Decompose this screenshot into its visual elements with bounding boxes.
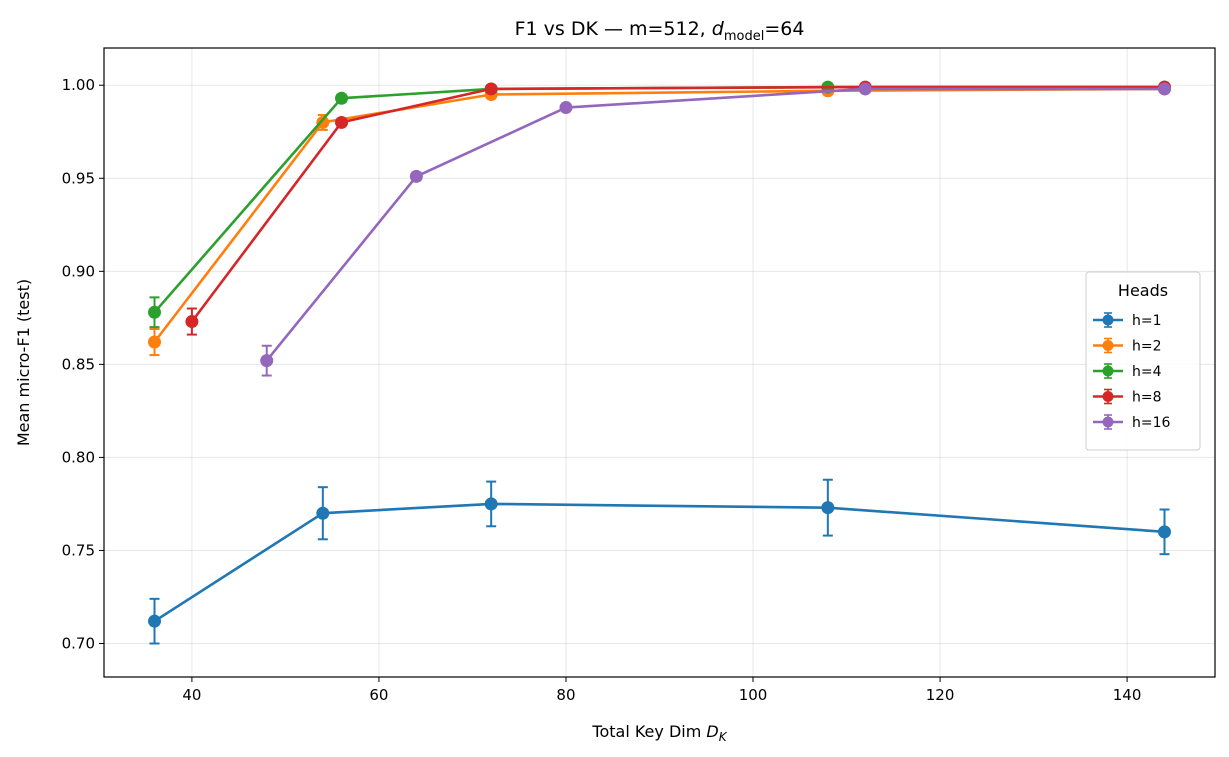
y-tick-label: 0.75 <box>62 541 95 559</box>
y-axis-label: Mean micro-F1 (test) <box>14 279 33 446</box>
data-point <box>148 335 161 349</box>
data-point <box>1158 82 1171 96</box>
data-point <box>1158 525 1171 539</box>
legend-label: h=2 <box>1132 339 1162 355</box>
legend-marker <box>1102 314 1114 326</box>
data-point <box>858 82 872 96</box>
data-point <box>335 115 349 129</box>
legend-item-h-16: h=16 <box>1093 414 1171 431</box>
data-point <box>260 354 274 368</box>
x-axis-label: Total Key Dim DK <box>591 722 727 744</box>
legend-title: Heads <box>1118 281 1168 300</box>
y-tick-label: 0.80 <box>62 448 95 466</box>
legend-marker <box>1102 365 1114 377</box>
data-point <box>409 169 423 183</box>
y-tick-label: 0.95 <box>62 169 95 187</box>
legend-marker <box>1102 340 1114 351</box>
chart-title: F1 vs DK — m=512, dmodel=64 <box>515 18 805 44</box>
legend-label: h=8 <box>1132 390 1162 406</box>
data-point <box>559 101 573 115</box>
series-layer <box>148 80 1171 645</box>
legend-items: h=1 h=2 h=4 h=8 h=16 <box>1093 312 1171 431</box>
y-tick-label: 0.90 <box>62 262 95 280</box>
legend-label: h=1 <box>1132 313 1162 329</box>
y-tick-label: 0.85 <box>62 355 95 373</box>
data-point <box>335 91 349 105</box>
legend-marker <box>1102 391 1114 402</box>
data-point <box>148 614 161 628</box>
data-point <box>484 82 498 96</box>
x-tick-label: 60 <box>369 686 388 704</box>
data-point <box>316 506 330 520</box>
x-tick-label: 80 <box>556 686 575 704</box>
data-point <box>148 305 161 319</box>
legend: Heads h=1 h=2 h=4 h=8 h=16 <box>1085 271 1201 451</box>
x-tick-label: 120 <box>926 686 955 704</box>
legend-item-h-8: h=8 <box>1093 388 1162 406</box>
legend-item-h-4: h=4 <box>1093 363 1162 380</box>
data-point <box>185 315 199 329</box>
legend-item-h-2: h=2 <box>1093 337 1162 355</box>
legend-label: h=16 <box>1132 415 1171 431</box>
series-h-1 <box>148 478 1171 645</box>
plot-frame <box>103 47 1216 678</box>
data-point <box>821 501 835 515</box>
x-tick-label: 40 <box>182 686 201 704</box>
x-tick-label: 100 <box>739 686 768 704</box>
series-h-16 <box>260 82 1171 377</box>
data-point <box>484 497 498 511</box>
legend-item-h-1: h=1 <box>1093 312 1162 329</box>
axis-ticks: 40 60 80 100 120 140 0.70 0.75 0.80 0.85 0.90 0.95 1… <box>62 76 1142 704</box>
y-tick-label: 0.70 <box>62 635 95 653</box>
x-tick-label: 140 <box>1113 686 1142 704</box>
grid-lines <box>104 48 1215 677</box>
legend-marker <box>1102 416 1114 428</box>
legend-label: h=4 <box>1132 364 1162 380</box>
data-point <box>316 115 330 129</box>
y-tick-label: 1.00 <box>62 76 95 94</box>
legend-box <box>1085 271 1201 451</box>
